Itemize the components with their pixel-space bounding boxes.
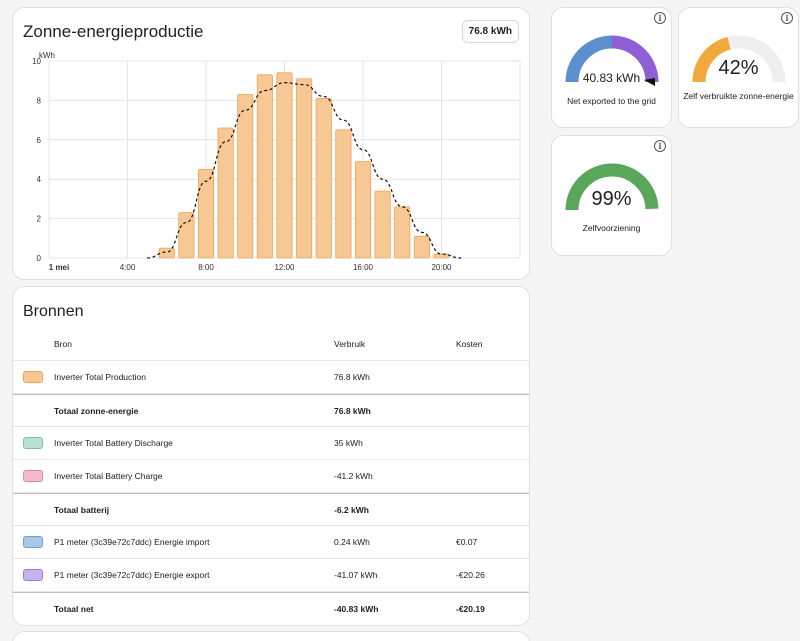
info-icon[interactable]: i	[654, 12, 666, 24]
total-usage: 76.8 kWh	[334, 405, 371, 416]
source-color-swatch[interactable]	[23, 437, 43, 449]
gauge-self-sufficiency	[565, 163, 659, 211]
production-bar	[276, 72, 293, 259]
gauge-label: Zelf verbruikte zonne-energie	[683, 91, 794, 101]
production-bar	[197, 168, 215, 259]
sources-card: Bronnen Bron Verbruik Kosten Inverter To…	[12, 286, 530, 626]
gauge-card-self-consumed[interactable]: i 42% Zelf verbruikte zonne-energie	[678, 7, 799, 128]
gauge-value: 40.83 kWh	[582, 71, 641, 85]
production-bar	[374, 190, 391, 259]
y-tick-label: 6	[37, 136, 42, 145]
x-tick-label: 20:00	[431, 263, 452, 272]
next-card	[12, 631, 530, 641]
total-name: Totaal net	[54, 604, 94, 614]
source-cost: -€20.26	[456, 570, 485, 580]
gauge-net-export	[565, 35, 659, 86]
production-bar	[335, 129, 352, 259]
total-cost: -€20.19	[456, 604, 485, 614]
header-cost: Kosten	[456, 338, 483, 349]
gauge-segment-import	[565, 35, 613, 83]
gauge-fill	[565, 163, 659, 211]
gauge-needle	[644, 78, 655, 86]
x-tick-label: 1 mei	[49, 263, 69, 272]
production-bar	[296, 78, 313, 259]
gauge-self-consumed	[692, 35, 786, 83]
production-bar	[433, 253, 450, 259]
gauge-fill	[692, 36, 731, 83]
gauge-card-net-export[interactable]: i 40.83 kWh Net exported to the grid	[551, 7, 672, 128]
total-usage: -6.2 kWh	[334, 504, 369, 515]
total-name: Totaal zonne-energie	[54, 405, 139, 416]
source-name: Inverter Total Production	[54, 372, 146, 382]
source-name: Inverter Total Battery Charge	[54, 471, 163, 481]
source-cost: €0.07	[456, 537, 478, 547]
y-axis-label: kWh	[39, 51, 55, 60]
header-usage: Verbruik	[334, 338, 366, 349]
source-color-swatch[interactable]	[23, 536, 43, 548]
gauge-label: Zelfvoorziening	[582, 223, 641, 233]
source-row-grid-export[interactable]: P1 meter (3c39e72c7ddc) Energie export -…	[13, 559, 529, 592]
total-row-grid: Totaal net -40.83 kWh -€20.19	[13, 592, 529, 625]
y-tick-label: 4	[37, 175, 42, 184]
source-row-grid-import[interactable]: P1 meter (3c39e72c7ddc) Energie import 0…	[13, 526, 529, 559]
production-bar	[256, 74, 273, 259]
sources-card-title: Bronnen	[23, 303, 84, 320]
source-color-swatch[interactable]	[23, 371, 43, 383]
total-row-solar: Totaal zonne-energie 76.8 kWh	[13, 394, 529, 427]
solar-card-title: Zonne-energieproductie	[23, 22, 204, 41]
x-tick-label: 12:00	[274, 263, 295, 272]
source-name: P1 meter (3c39e72c7ddc) Energie import	[54, 537, 210, 547]
header-source: Bron	[54, 338, 72, 349]
gauge-value: 99%	[591, 188, 632, 210]
gauge-value: 42%	[718, 57, 759, 79]
x-tick-label: 16:00	[353, 263, 374, 272]
sources-table-header: Bron Verbruik Kosten	[13, 327, 529, 361]
source-usage: 0.24 kWh	[334, 537, 370, 547]
gauge-label: Net exported to the grid	[567, 96, 656, 106]
source-usage: 76.8 kWh	[334, 372, 370, 382]
gauge-segment-export	[611, 35, 659, 83]
production-bar	[178, 212, 195, 259]
y-tick-label: 2	[37, 215, 42, 224]
y-tick-label: 10	[32, 57, 41, 66]
gauge-card-self-sufficiency[interactable]: i 99% Zelfvoorziening	[551, 135, 672, 256]
info-icon[interactable]: i	[781, 12, 793, 24]
production-bar	[237, 94, 254, 259]
y-tick-label: 8	[37, 96, 42, 105]
source-color-swatch[interactable]	[23, 470, 43, 482]
production-bar	[315, 98, 332, 259]
production-bar	[217, 127, 234, 259]
forecast-line	[147, 82, 462, 259]
total-row-battery: Totaal batterij -6.2 kWh	[13, 493, 529, 526]
x-tick-label: 8:00	[198, 263, 214, 272]
solar-total-badge[interactable]: 76.8 kWh	[461, 20, 519, 43]
source-usage: -41.07 kWh	[334, 570, 378, 580]
source-usage: -41.2 kWh	[334, 471, 373, 481]
solar-production-card: Zonne-energieproductie 76.8 kWh 0 2 4 6 8 10 1…	[12, 7, 530, 280]
production-bar	[413, 235, 430, 259]
info-icon[interactable]: i	[654, 140, 666, 152]
total-usage: -40.83 kWh	[334, 604, 379, 614]
source-name: P1 meter (3c39e72c7ddc) Energie export	[54, 570, 210, 580]
solar-production-chart[interactable]: 0 2 4 6 8 10 1 mei 4:00 8:00 12:00 16:00 20:00 kWh	[13, 48, 530, 278]
source-row-inverter-production[interactable]: Inverter Total Production 76.8 kWh	[13, 361, 529, 394]
total-name: Totaal batterij	[54, 504, 110, 515]
source-row-battery-charge[interactable]: Inverter Total Battery Charge -41.2 kWh	[13, 460, 529, 493]
production-bar	[354, 161, 372, 259]
source-row-battery-discharge[interactable]: Inverter Total Battery Discharge 35 kWh	[13, 427, 529, 460]
source-usage: 35 kWh	[334, 438, 363, 448]
y-tick-label: 0	[37, 254, 42, 263]
production-bar	[158, 247, 175, 259]
production-bar	[394, 206, 411, 259]
source-color-swatch[interactable]	[23, 569, 43, 581]
sources-table: Bron Verbruik Kosten Inverter Total Prod…	[13, 327, 529, 625]
source-name: Inverter Total Battery Discharge	[54, 438, 173, 448]
x-tick-label: 4:00	[120, 263, 136, 272]
